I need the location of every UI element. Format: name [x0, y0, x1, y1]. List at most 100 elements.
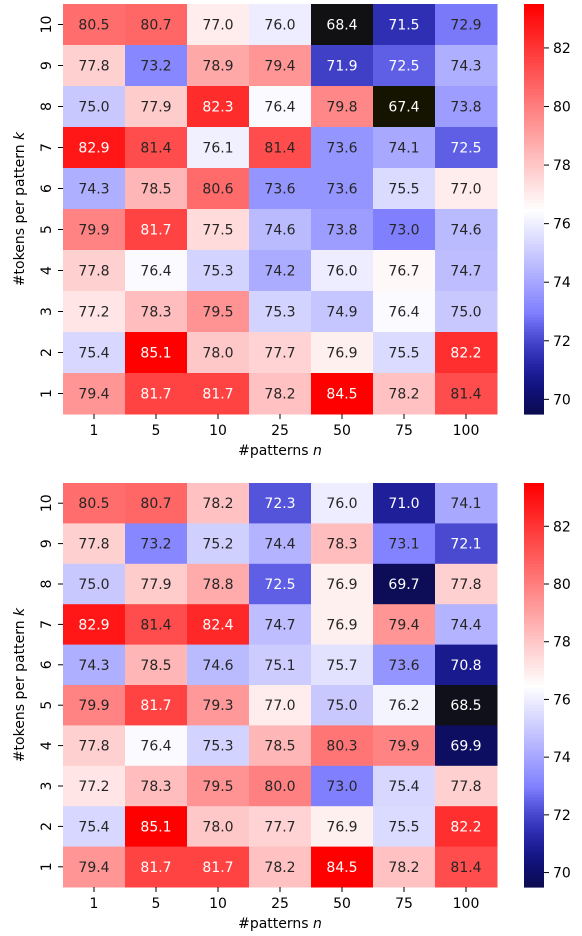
colorbar-segment [524, 621, 544, 625]
y-tick-label: 2 [39, 822, 55, 831]
cell-value-label: 74.4 [264, 537, 295, 553]
cell-value-label: 74.3 [78, 658, 109, 674]
colorbar-segment [524, 866, 544, 871]
heatmap-cell [125, 846, 188, 888]
cell-value-label: 80.3 [326, 739, 357, 755]
colorbar-segment [524, 523, 544, 527]
heatmap-cell [63, 725, 126, 767]
colorbar-segment [524, 170, 544, 175]
heatmap-cell [63, 209, 126, 251]
colorbar-segment [524, 875, 544, 879]
y-tick-label: 8 [39, 580, 55, 589]
heatmap-cell [249, 523, 312, 565]
x-tick-label: 75 [395, 896, 413, 912]
colorbar-segment [524, 399, 544, 403]
colorbar-segment [524, 837, 544, 842]
colorbar-segment [524, 320, 544, 324]
cell-value-label: 73.0 [326, 779, 357, 795]
colorbar-segment [524, 340, 544, 345]
cell-value-label: 76.0 [326, 496, 357, 512]
cell-value-label: 75.3 [202, 264, 233, 280]
heatmap-cell [373, 846, 436, 888]
colorbar-segment [524, 511, 544, 516]
cell-value-label: 74.6 [450, 223, 481, 239]
cell-value-label: 79.4 [78, 860, 109, 876]
colorbar-segment [524, 396, 544, 400]
cell-value-label: 80.7 [140, 18, 171, 34]
cell-value-label: 82.9 [78, 617, 109, 633]
colorbar-tick-label: 72 [553, 334, 571, 350]
colorbar-segment [524, 332, 544, 336]
cell-value-label: 80.6 [202, 182, 233, 198]
colorbar-segment [524, 757, 544, 761]
heatmap-cell [435, 291, 498, 333]
colorbar-segment [524, 869, 544, 874]
heatmap-cell [187, 127, 250, 169]
heatmap-cell [187, 644, 250, 686]
x-tick-label: 75 [395, 423, 413, 439]
cell-value-label: 72.3 [264, 496, 295, 512]
heatmap-cell [435, 332, 498, 374]
heatmap-cell [311, 373, 374, 415]
colorbar-segment [524, 74, 544, 78]
colorbar-segment [524, 705, 544, 709]
colorbar-segment [524, 852, 544, 856]
colorbar-segment [524, 384, 544, 389]
cell-value-label: 80.5 [78, 18, 109, 34]
colorbar-tick-label: 78 [553, 158, 571, 174]
colorbar-segment [524, 797, 544, 802]
colorbar-segment [524, 358, 544, 362]
colorbar-segment [524, 731, 544, 735]
colorbar-segment [524, 4, 544, 8]
cell-value-label: 74.1 [450, 496, 481, 512]
colorbar-tick-label: 82 [553, 41, 571, 57]
x-tick-label: 25 [271, 896, 289, 912]
colorbar-segment [524, 532, 544, 536]
colorbar-segment [524, 144, 544, 149]
y-tick-label: 10 [39, 16, 55, 34]
colorbar-tick-label: 74 [553, 275, 571, 291]
colorbar-segment [524, 653, 544, 657]
cell-value-label: 76.4 [388, 305, 419, 321]
heatmap-cell [311, 483, 374, 524]
colorbar-segment [524, 609, 544, 614]
heatmap-cell [187, 250, 250, 292]
colorbar-tick-label: 70 [553, 866, 571, 882]
colorbar-segment [524, 612, 544, 617]
colorbar-segment [524, 682, 544, 686]
colorbar-segment [524, 843, 544, 848]
y-tick-label: 9 [39, 61, 55, 70]
y-tick-label: 5 [39, 701, 55, 710]
heatmap-cell [249, 168, 312, 210]
colorbar-segment [524, 529, 544, 533]
colorbar-segment [524, 702, 544, 706]
heatmap-cell [311, 846, 374, 888]
colorbar-segment [524, 581, 544, 585]
colorbar-segment [524, 156, 544, 160]
colorbar-segment [524, 719, 544, 724]
colorbar-segment [524, 12, 544, 17]
y-tick-label: 1 [39, 389, 55, 398]
colorbar-segment [524, 226, 544, 231]
y-tick-label: 5 [39, 225, 55, 234]
y-axis-label: #tokens per pattern k [12, 131, 28, 286]
heatmap-cell [187, 86, 250, 128]
colorbar-segment [524, 308, 544, 313]
cell-value-label: 82.2 [450, 346, 481, 362]
x-tick-label: 100 [453, 423, 480, 439]
colorbar-segment [524, 713, 544, 718]
colorbar-segment [524, 378, 544, 383]
colorbar-segment [524, 872, 544, 877]
colorbar-segment [524, 267, 544, 272]
cell-value-label: 76.0 [264, 18, 295, 34]
heatmap-cell [63, 86, 126, 128]
colorbar-segment [524, 647, 544, 651]
cell-value-label: 76.1 [202, 141, 233, 157]
colorbar-segment [524, 47, 544, 52]
colorbar-segment [524, 337, 544, 342]
heatmap-cell [187, 563, 250, 605]
heatmap-cell [125, 127, 188, 169]
colorbar-segment [524, 288, 544, 292]
cell-value-label: 81.7 [140, 698, 171, 714]
cell-value-label: 75.5 [388, 819, 419, 835]
